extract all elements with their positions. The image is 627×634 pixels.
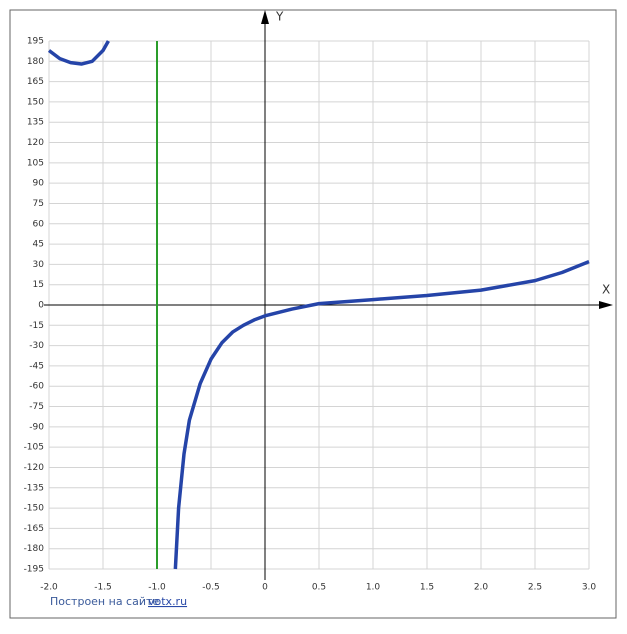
y-tick-label: -105 (24, 443, 44, 453)
curve (47, 40, 110, 66)
footer-text: Построен на сайте (50, 595, 159, 608)
y-tick-label: 150 (27, 97, 44, 107)
y-tick-label: 0 (38, 301, 44, 311)
y-tick-label: -150 (24, 504, 45, 514)
x-tick-label: 1.5 (420, 583, 434, 593)
y-tick-label: 180 (27, 57, 44, 67)
x-tick-label: -0.5 (202, 583, 220, 593)
y-tick-label: -15 (29, 321, 44, 331)
y-tick-label: -45 (29, 361, 44, 371)
x-tick-label: -2.0 (40, 583, 58, 593)
x-tick-label: 0.5 (312, 583, 326, 593)
y-tick-label: -135 (24, 483, 44, 493)
x-arrow (599, 301, 613, 309)
curve (173, 260, 590, 570)
y-tick-label: -180 (24, 544, 45, 554)
y-tick-label: 75 (33, 199, 44, 209)
y-tick-label: -60 (29, 382, 44, 392)
y-tick-label: 195 (27, 37, 44, 47)
y-tick-label: 15 (33, 280, 44, 290)
y-tick-label: -90 (29, 422, 44, 432)
y-tick-label: 165 (27, 77, 44, 87)
y-tick-label: 30 (33, 260, 45, 270)
frame (9, 9, 617, 619)
y-tick-label: -30 (29, 341, 44, 351)
y-tick-label: 135 (27, 118, 44, 128)
y-tick-label: 120 (27, 138, 44, 148)
x-tick-label: -1.5 (94, 583, 112, 593)
x-tick-label: 2.5 (528, 583, 542, 593)
y-arrow (261, 10, 269, 24)
y-tick-label: 90 (33, 179, 45, 189)
x-tick-label: 2.0 (474, 583, 489, 593)
x-tick-label: 3.0 (582, 583, 597, 593)
y-tick-label: -195 (24, 565, 44, 575)
x-axis-label: X (602, 283, 610, 297)
y-axis-label: Y (275, 10, 284, 24)
y-tick-label: -165 (24, 524, 44, 534)
x-tick-label: -1.0 (148, 583, 166, 593)
y-tick-label: -120 (24, 463, 45, 473)
y-tick-label: 105 (27, 158, 44, 168)
y-tick-label: 45 (33, 240, 44, 250)
y-tick-label: -75 (29, 402, 44, 412)
x-tick-label: 1.0 (366, 583, 381, 593)
y-tick-label: 60 (33, 219, 45, 229)
footer-link[interactable]: votx.ru (148, 595, 187, 608)
x-tick-label: 0 (262, 583, 268, 593)
